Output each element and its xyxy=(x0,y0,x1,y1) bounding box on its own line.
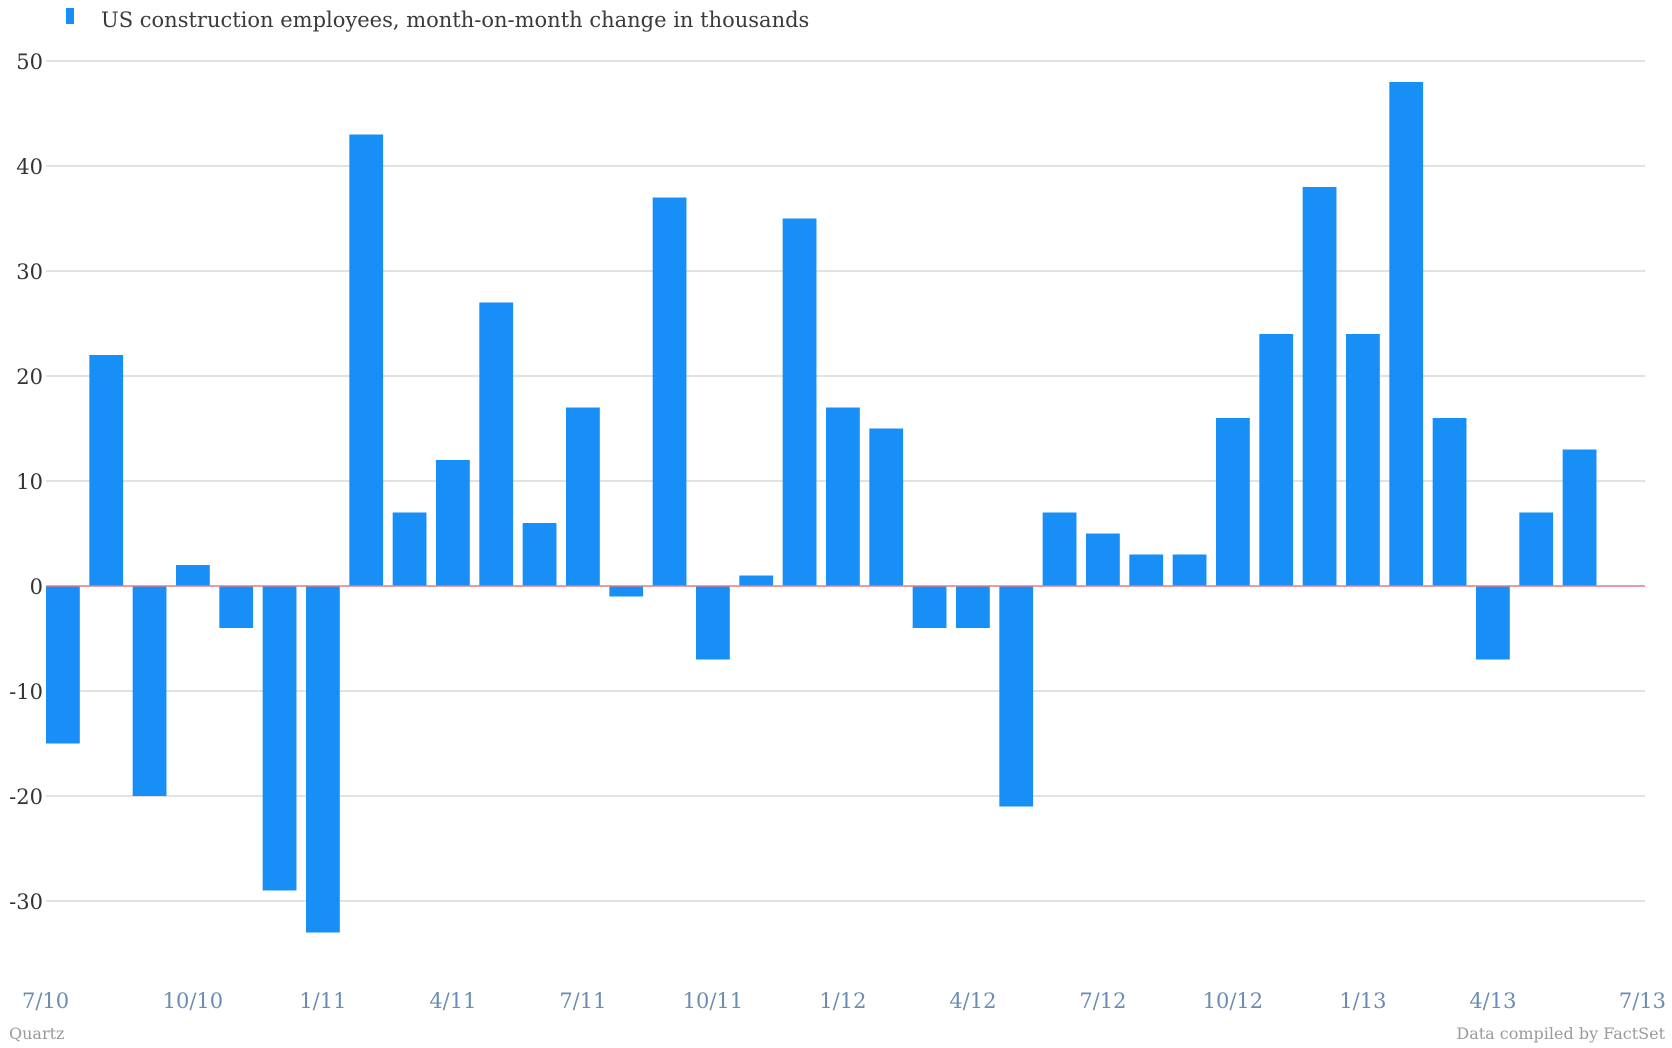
bar-2-11 xyxy=(349,134,384,586)
y-tick-label: 30 xyxy=(16,260,43,284)
bar-6-11 xyxy=(522,523,557,586)
bar-4-12 xyxy=(956,586,990,628)
x-tick-label: 10/10 xyxy=(163,989,224,1013)
x-tick-label: 4/13 xyxy=(1469,989,1516,1013)
bar-6-13 xyxy=(1562,449,1597,586)
bars xyxy=(46,82,1597,933)
bar-12-11 xyxy=(782,218,817,586)
bar-1-12 xyxy=(826,407,860,586)
x-tick-label: 7/10 xyxy=(22,989,69,1013)
x-tick-label: 10/11 xyxy=(683,989,744,1013)
x-tick-label: 1/12 xyxy=(819,989,866,1013)
bar-1-11 xyxy=(306,586,340,933)
x-tick-label: 7/11 xyxy=(559,989,606,1013)
bar-10-10 xyxy=(176,565,210,586)
bar-8-11 xyxy=(609,586,644,597)
y-tick-label: -20 xyxy=(9,785,43,809)
y-tick-label: -10 xyxy=(9,680,43,704)
bar-5-11 xyxy=(479,302,514,586)
y-tick-label: 40 xyxy=(16,155,43,179)
y-tick-label: 0 xyxy=(30,575,43,599)
bar-4-11 xyxy=(436,460,470,586)
y-tick-label: 20 xyxy=(16,365,43,389)
y-tick-label: -30 xyxy=(9,890,43,914)
bar-1-13 xyxy=(1346,334,1380,586)
bar-11-12 xyxy=(1259,334,1294,586)
bar-11-11 xyxy=(739,575,774,586)
bar-3-12 xyxy=(912,586,947,628)
x-tick-label: 7/13 xyxy=(1619,989,1666,1013)
bar-7-12 xyxy=(1086,533,1120,586)
bar-10-11 xyxy=(696,586,730,660)
bar-2-13 xyxy=(1389,82,1424,586)
x-tick-label: 1/11 xyxy=(299,989,346,1013)
bar-3-11 xyxy=(392,512,427,586)
footer-source-left: Quartz xyxy=(9,1024,64,1043)
x-tick-label: 7/12 xyxy=(1079,989,1126,1013)
bar-9-10 xyxy=(132,586,167,796)
bar-7-11 xyxy=(566,407,600,586)
legend-label: US construction employees, month-on-mont… xyxy=(101,8,809,32)
bar-6-12 xyxy=(1042,512,1077,586)
bar-5-12 xyxy=(999,586,1034,807)
bar-7-10 xyxy=(46,586,80,744)
bar-9-11 xyxy=(652,197,687,586)
x-tick-label: 10/12 xyxy=(1203,989,1264,1013)
x-axis-ticks: 7/10 10/10 1/11 4/11 7/11 10/11 1/12 4/12 7/12 10… xyxy=(22,989,1666,1013)
bar-4-13 xyxy=(1476,586,1510,660)
legend-swatch-icon xyxy=(66,8,74,24)
y-axis-ticks: 50 40 30 20 10 0 -10 -20 -30 xyxy=(9,50,43,914)
x-tick-label: 1/13 xyxy=(1339,989,1386,1013)
bar-12-12 xyxy=(1302,187,1337,586)
y-tick-label: 50 xyxy=(16,50,43,74)
bar-5-13 xyxy=(1519,512,1554,586)
x-tick-label: 4/12 xyxy=(949,989,996,1013)
bar-9-12 xyxy=(1172,554,1207,586)
bar-3-13 xyxy=(1432,418,1467,586)
bar-2-12 xyxy=(869,428,904,586)
bar-8-10 xyxy=(89,355,124,586)
footer-source-right: Data compiled by FactSet xyxy=(1456,1024,1665,1043)
bar-10-12 xyxy=(1216,418,1250,586)
bar-12-10 xyxy=(262,586,297,891)
bar-8-12 xyxy=(1129,554,1164,586)
bar-11-10 xyxy=(219,586,254,628)
x-tick-label: 4/11 xyxy=(429,989,476,1013)
y-tick-label: 10 xyxy=(16,470,43,494)
legend: US construction employees, month-on-mont… xyxy=(66,8,809,32)
